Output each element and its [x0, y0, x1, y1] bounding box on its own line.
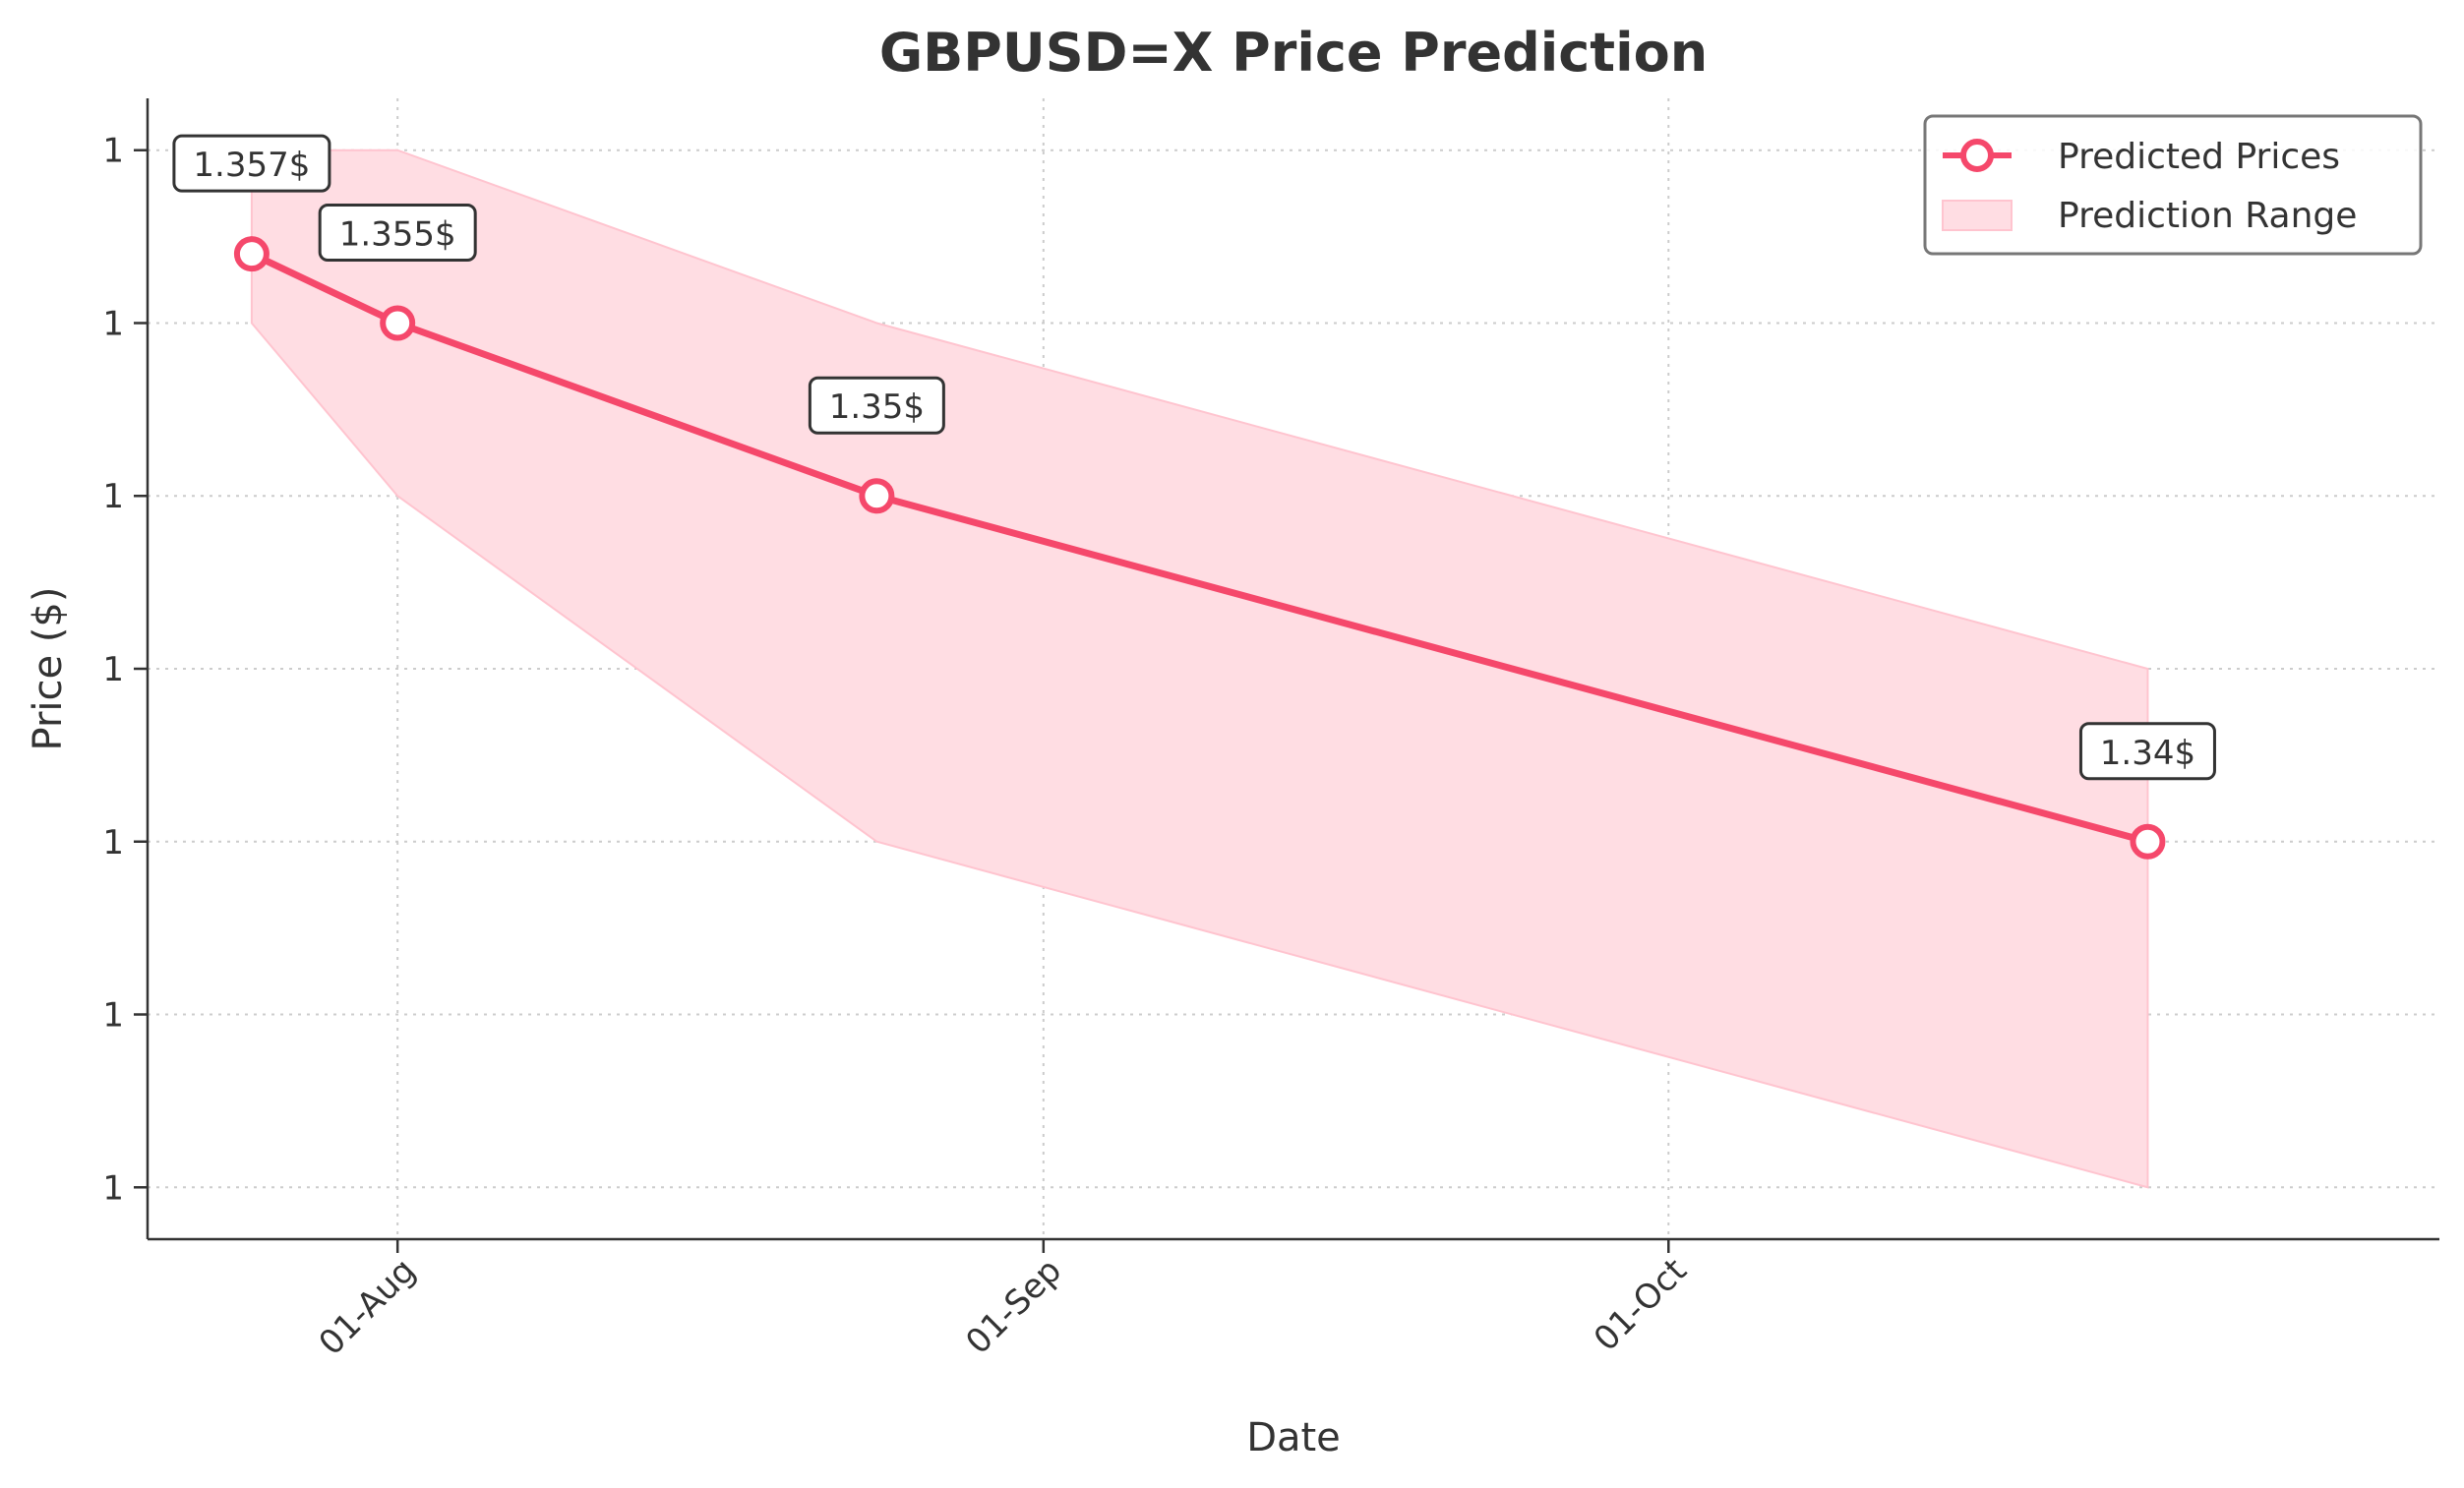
- legend-point-marker: [1960, 139, 1994, 172]
- data-point: [233, 236, 270, 272]
- data-label-box: [318, 203, 477, 262]
- x-tick-label: 01-Sep: [958, 1251, 1069, 1362]
- data-label-box: [172, 134, 331, 193]
- y-tick-label: 1: [102, 823, 124, 863]
- legend-range-swatch: [1942, 200, 2013, 231]
- predicted-prices-line: [250, 251, 2149, 846]
- data-point: [2130, 823, 2166, 860]
- data-label-box: [808, 376, 945, 435]
- x-axis-ticks: 01-Aug 01-Sep 01-Oct: [312, 1239, 1695, 1363]
- legend: Predicted Prices Prediction Range: [1923, 114, 2423, 256]
- y-tick-label: 1: [102, 1168, 124, 1208]
- x-tick-label: 01-Aug: [312, 1251, 424, 1363]
- legend-predicted-prices: Predicted Prices: [2058, 137, 2340, 177]
- x-tick-label: 01-Oct: [1587, 1251, 1695, 1359]
- data-point: [859, 478, 895, 514]
- prediction-range-band: [250, 149, 2149, 1189]
- data-point: [380, 305, 416, 341]
- legend-frame: [1923, 114, 2423, 256]
- data-label: 1.35$: [829, 387, 925, 427]
- chart-title: GBPUSD=X Price Prediction: [879, 22, 1708, 84]
- y-tick-label: 1: [102, 477, 124, 516]
- data-label: 1.357$: [193, 146, 310, 185]
- data-points: 1.357$ 1.355$ 1.35$ 1.34$: [172, 134, 2216, 860]
- data-label: 1.355$: [339, 214, 456, 254]
- y-tick-label: 1: [102, 304, 124, 343]
- data-label: 1.34$: [2100, 734, 2195, 773]
- y-tick-label: 1: [102, 132, 124, 171]
- legend-prediction-range: Prediction Range: [2058, 196, 2357, 236]
- y-axis-ticks: 1 1 1 1 1 1 1: [102, 132, 148, 1208]
- y-tick-label: 1: [102, 650, 124, 689]
- x-axis-label: Date: [1246, 1415, 1341, 1460]
- y-axis-label: Price ($): [26, 587, 71, 751]
- data-label-box: [2078, 722, 2216, 781]
- y-tick-label: 1: [102, 996, 124, 1036]
